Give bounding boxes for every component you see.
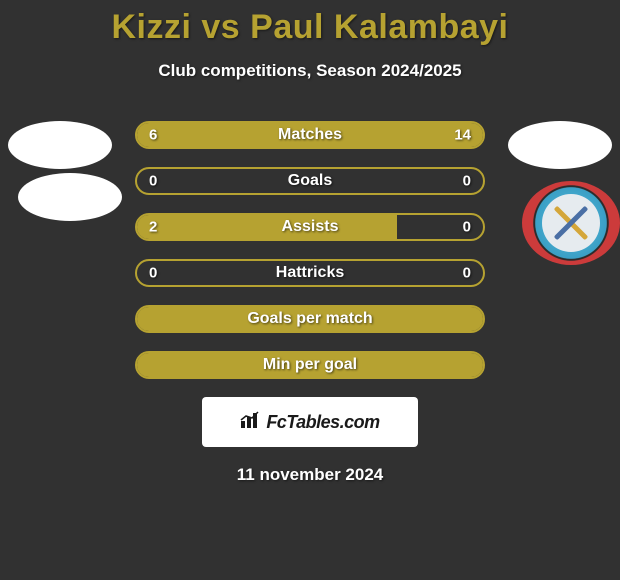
comparison-content: Matches614Goals00Assists20Hattricks00Goa…: [0, 121, 620, 485]
page-title: Kizzi vs Paul Kalambayi: [0, 0, 620, 47]
fctables-logo: FcTables.com: [202, 397, 418, 447]
stat-value-left: 2: [149, 219, 157, 236]
date-label: 11 november 2024: [10, 465, 610, 485]
stat-label: Goals: [288, 172, 332, 190]
logo-text: FcTables.com: [266, 412, 379, 433]
stat-label: Min per goal: [263, 356, 357, 374]
stat-row: Matches 6 14: [135, 121, 485, 149]
page-subtitle: Club competitions, Season 2024/2025: [0, 61, 620, 81]
club-badge-inner: [542, 194, 600, 252]
stat-value-right: 0: [463, 219, 471, 236]
stat-value-right: 14: [454, 127, 471, 144]
stat-label: Matches: [278, 126, 342, 144]
club-badge-cross-icon: [551, 203, 591, 243]
player1-badge-2: [18, 173, 122, 221]
stat-fill-left: [137, 215, 397, 239]
stat-row: Goals per match: [135, 305, 485, 333]
stat-label: Hattricks: [276, 264, 344, 282]
stat-value-right: 0: [463, 173, 471, 190]
chart-icon: [240, 411, 262, 434]
stat-row: Min per goal: [135, 351, 485, 379]
player2-club-badge: [522, 181, 620, 265]
stat-label: Assists: [282, 218, 339, 236]
stats-bars: Matches614Goals00Assists20Hattricks00Goa…: [135, 121, 485, 379]
stat-row: Assists 2 0: [135, 213, 485, 241]
player1-badge-1: [8, 121, 112, 169]
stat-row: Hattricks 0 0: [135, 259, 485, 287]
stat-value-right: 0: [463, 265, 471, 282]
stat-value-left: 6: [149, 127, 157, 144]
stat-value-left: 0: [149, 173, 157, 190]
player2-badge-1: [508, 121, 612, 169]
stat-value-left: 0: [149, 265, 157, 282]
stat-row: Goals 0 0: [135, 167, 485, 195]
stat-label: Goals per match: [247, 310, 372, 328]
